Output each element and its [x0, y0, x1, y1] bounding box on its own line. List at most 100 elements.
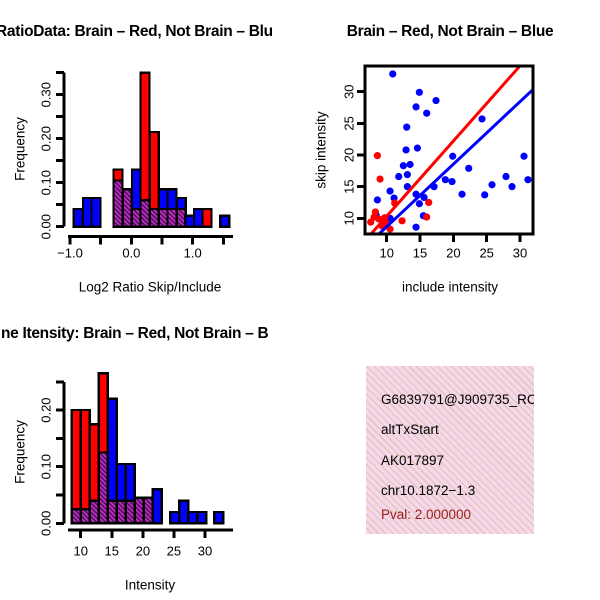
- tick-label: 0.30: [39, 82, 54, 107]
- histogram-overlap-bar: [166, 208, 178, 228]
- scatter-point: [398, 217, 406, 225]
- panel-intensity-scatter: 10 15 20 25 30 10 15 20 25 30 Brain – Red, Not Br…: [300, 0, 600, 300]
- histogram-bar: [196, 510, 208, 525]
- histogram-bar: [219, 214, 231, 228]
- histogram-bar: [213, 510, 225, 525]
- x-axis: 10 15 20 25 30: [68, 528, 233, 559]
- scatter-point: [375, 215, 383, 223]
- scatter-point: [403, 183, 411, 191]
- scatter-point: [441, 176, 449, 184]
- scatter-point: [399, 162, 407, 170]
- scatter-point: [373, 152, 381, 160]
- tick-label: 25: [167, 544, 181, 559]
- tick-label: 30: [513, 246, 527, 261]
- scatter-point: [458, 190, 466, 198]
- scatter-point: [502, 172, 510, 181]
- tick-label: 25: [342, 116, 357, 130]
- tick-label: 0.20: [39, 126, 54, 151]
- histogram-overlap-bar: [148, 208, 160, 228]
- accession-text: AK017897: [381, 453, 445, 468]
- scatter-point: [423, 109, 431, 117]
- ratio-histogram-ylabel: Frequency: [12, 117, 28, 181]
- histogram-bar: [201, 208, 213, 228]
- y-axis: 0.00 0.10 0.20: [39, 380, 66, 536]
- tick-label: 20: [446, 246, 460, 261]
- x-axis: −1.0 0.0 1.0: [57, 235, 233, 261]
- brain-fit-line: [368, 66, 522, 234]
- intensity-scatter-plot: 10 15 20 25 30 10 15 20 25 30: [342, 64, 535, 261]
- tick-label: 0.20: [39, 397, 54, 422]
- histogram-overlap-bar: [133, 496, 145, 525]
- scatter-point: [478, 115, 486, 123]
- scatter-point: [376, 175, 384, 183]
- ratio-histogram-xlabel: Log2 Ratio Skip/Include: [78, 279, 222, 295]
- tick-label: 1.0: [184, 246, 202, 261]
- scatter-point: [406, 160, 414, 169]
- intensity-scatter-title: Brain – Red, Not Brain – Blue: [346, 23, 554, 40]
- panel-intensity-histogram: 10 15 20 25 30 0.00 0.10 0.20 ne Itensity: Brai…: [0, 300, 300, 600]
- histogram-overlap-bar: [88, 499, 100, 525]
- probe-id-text: G6839791@J909735_RC: [381, 392, 534, 407]
- scatter-point: [413, 144, 421, 152]
- histogram-bar: [151, 488, 163, 525]
- scatter-point: [481, 191, 489, 199]
- histogram-bar: [79, 409, 91, 525]
- tick-label: 10: [342, 211, 357, 225]
- scatter-point: [488, 181, 496, 189]
- fit-lines: [368, 66, 533, 234]
- histogram-overlap-bar: [139, 199, 151, 228]
- histogram-overlap-bar: [70, 508, 82, 525]
- scatter-point: [520, 152, 528, 160]
- ratio-histogram-title: RatioData: Brain – Red, Not Brain – Blu: [0, 23, 273, 40]
- tick-label: 25: [479, 246, 493, 261]
- event-type-text: altTxStart: [381, 422, 439, 437]
- scatter-point: [403, 171, 411, 179]
- histogram-bars: [72, 71, 231, 228]
- histogram-bar: [178, 499, 190, 525]
- histogram-bar: [70, 409, 82, 525]
- scatter-point: [524, 176, 532, 184]
- tick-label: 10: [73, 544, 87, 559]
- scatter-point: [420, 193, 428, 202]
- intensity-histogram-xlabel: Intensity: [124, 577, 176, 593]
- pval-text: Pval: 2.000000: [381, 507, 472, 522]
- scatter-point: [389, 70, 397, 78]
- tick-label: 20: [136, 544, 150, 559]
- histogram-overlap-bar: [112, 179, 124, 228]
- histogram-overlap-bar: [124, 499, 136, 525]
- histogram-bar: [90, 197, 102, 228]
- tick-label: 15: [105, 544, 119, 559]
- notbrain-fit-line: [376, 88, 533, 234]
- tick-label: 20: [342, 148, 357, 162]
- intensity-scatter-xlabel: include intensity: [401, 279, 499, 295]
- histogram-overlap-bar: [79, 508, 91, 525]
- scatter-point: [465, 164, 473, 172]
- intensity-histogram-title: ne Itensity: Brain – Red, Not Brain – B: [1, 325, 269, 342]
- ratio-histogram-plot: −1.0 0.0 1.0 0.00 0.10 0.20 0.30: [39, 71, 233, 261]
- histogram-overlap-bar: [121, 188, 133, 228]
- x-axis: 10 15 20 25 30: [379, 234, 527, 261]
- scatter-point: [373, 196, 381, 204]
- scatter-point: [432, 96, 440, 105]
- tick-label: 0.10: [39, 170, 54, 195]
- y-axis: 10 15 20 25 30: [342, 84, 365, 226]
- scatter-point: [386, 187, 394, 195]
- histogram-bar: [169, 510, 181, 525]
- panel-gene-info: G6839791@J909735_RC altTxStart AK017897 …: [300, 300, 600, 600]
- scatter-point: [412, 223, 420, 231]
- gene-info-box: G6839791@J909735_RC altTxStart AK017897 …: [366, 366, 534, 534]
- histogram-bar: [72, 208, 84, 228]
- scatter-point: [415, 88, 423, 96]
- scatter-point: [415, 200, 423, 208]
- scatter-point: [395, 172, 403, 181]
- tick-label: 30: [198, 544, 212, 559]
- plot-box: [363, 64, 535, 236]
- intensity-scatter-ylabel: skip intensity: [313, 111, 329, 189]
- intensity-histogram-plot: 10 15 20 25 30 0.00 0.10 0.20: [39, 372, 233, 559]
- tick-label: 30: [342, 84, 357, 98]
- histogram-bar: [187, 510, 199, 525]
- tick-label: 0.10: [39, 454, 54, 479]
- scatter-point: [423, 213, 431, 221]
- scatter-point: [412, 103, 420, 111]
